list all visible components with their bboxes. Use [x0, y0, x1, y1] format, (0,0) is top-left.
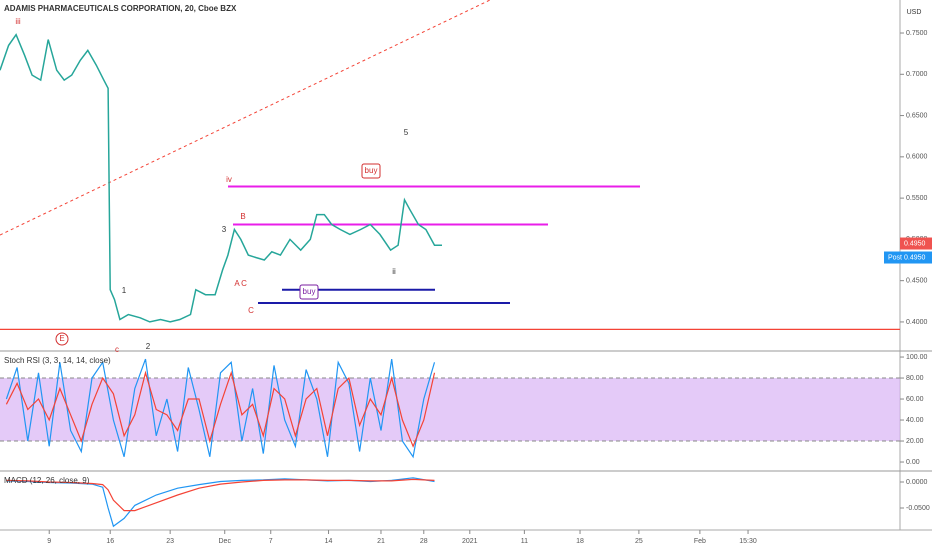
y-tick-label: 0.7000 [906, 71, 928, 78]
annotation: iv [226, 175, 232, 184]
y-tick-label: 100.00 [906, 354, 928, 361]
x-tick-label: 16 [106, 538, 114, 545]
y-tick-label: -0.0500 [906, 505, 930, 512]
x-tick-label: Dec [219, 538, 232, 545]
annotation: ii [392, 267, 396, 276]
x-tick-label: Feb [694, 538, 706, 545]
post-price-label: 0.4950 [904, 254, 926, 261]
annotation: 3 [222, 225, 227, 234]
x-tick-label: 11 [521, 538, 528, 545]
annotation: E [59, 334, 64, 343]
y-tick-label: 60.00 [906, 396, 924, 403]
annotation: C [241, 279, 247, 288]
annotation-box [299, 284, 319, 300]
pane-title: MACD (12, 26, close, 9) [4, 476, 90, 485]
annotation: buy [365, 166, 378, 175]
annotation-circle [55, 332, 69, 346]
y-tick-label: 0.00 [906, 459, 920, 466]
y-tick-label: 0.6500 [906, 112, 928, 119]
annotation: 5 [404, 128, 409, 137]
y-tick-label: 0.0000 [906, 479, 928, 486]
x-tick-label: 28 [420, 538, 428, 545]
y-tick-label: 0.7500 [906, 30, 928, 37]
annotation: c [115, 345, 119, 354]
price-badge [900, 237, 932, 250]
y-tick-label: 0.4500 [906, 278, 928, 285]
annotation: B [240, 212, 245, 221]
y-tick-label: 20.00 [906, 438, 924, 445]
x-tick-label: 2021 [462, 538, 478, 545]
annotation: 1 [122, 286, 127, 295]
x-tick-label: 9 [47, 538, 51, 545]
annotation: C [248, 306, 254, 315]
x-tick-label: 7 [269, 538, 273, 545]
y-tick-label: 40.00 [906, 417, 924, 424]
pane-title: Stoch RSI (3, 3, 14, 14, close) [4, 356, 111, 365]
pane-title: ADAMIS PHARMACEUTICALS CORPORATION, 20, … [4, 4, 237, 13]
series-line [0, 33, 442, 323]
post-badge [884, 251, 932, 264]
y-tick-label: 80.00 [906, 375, 924, 382]
x-tick-label: 23 [166, 538, 174, 545]
annotation: 2 [146, 342, 151, 351]
x-tick-label: 14 [325, 538, 333, 545]
x-tick-label: 18 [576, 538, 584, 545]
annotation: A [234, 279, 240, 288]
x-tick-label: 15:30 [739, 538, 757, 545]
currency: USD [907, 9, 922, 16]
series-line [6, 478, 435, 512]
annotation-box [361, 163, 381, 179]
post-label: Post [888, 254, 902, 261]
series-line [5, 358, 436, 459]
y-tick-label: 0.6000 [906, 154, 928, 161]
price-badge-label: 0.4950 [904, 240, 926, 247]
x-tick-label: 25 [635, 538, 643, 545]
series-line [5, 370, 436, 448]
annotation: buy [303, 287, 316, 296]
trend-line [0, 0, 491, 236]
x-tick-label: 21 [377, 538, 385, 545]
y-tick-label: 0.4000 [906, 319, 928, 326]
y-tick-label: 0.5500 [906, 195, 928, 202]
annotation: iii [15, 17, 21, 26]
